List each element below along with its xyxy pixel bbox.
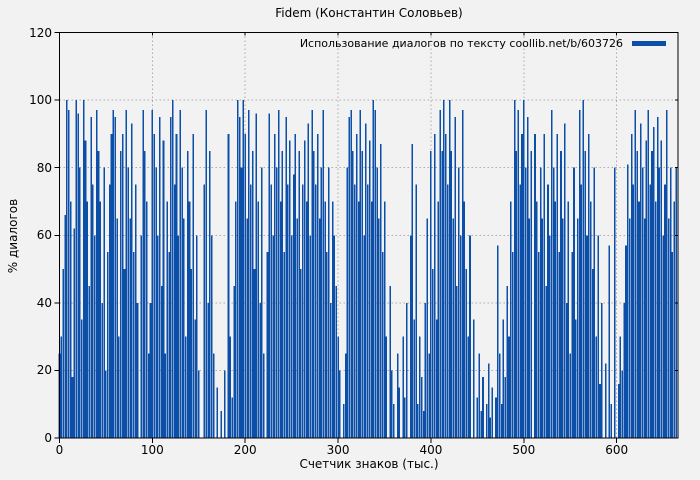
x-tick-label: 600 <box>605 443 629 457</box>
x-tick-label: 0 <box>55 443 64 457</box>
x-tick-label: 300 <box>326 443 350 457</box>
y-tick-label: 20 <box>36 363 52 378</box>
x-tick-label: 200 <box>233 443 257 457</box>
chart-title: Fidem (Константин Соловьев) <box>275 6 463 20</box>
y-tick-label: 100 <box>29 93 52 108</box>
y-tick-label: 120 <box>29 25 52 40</box>
y-tick-label: 0 <box>44 431 52 445</box>
y-tick-label: 60 <box>36 228 52 243</box>
legend-color-swatch <box>632 40 666 46</box>
legend-label: Использование диалогов по тексту coollib… <box>299 36 623 50</box>
x-tick-label: 500 <box>512 443 536 457</box>
x-axis-label: Счетчик знаков (тыс.) <box>299 457 439 471</box>
legend: Использование диалогов по тексту coollib… <box>300 36 666 50</box>
x-tick-label: 400 <box>419 443 443 457</box>
y-tick-label: 80 <box>36 160 52 175</box>
y-tick-label: 40 <box>36 295 52 310</box>
x-tick-label: 100 <box>140 443 164 457</box>
